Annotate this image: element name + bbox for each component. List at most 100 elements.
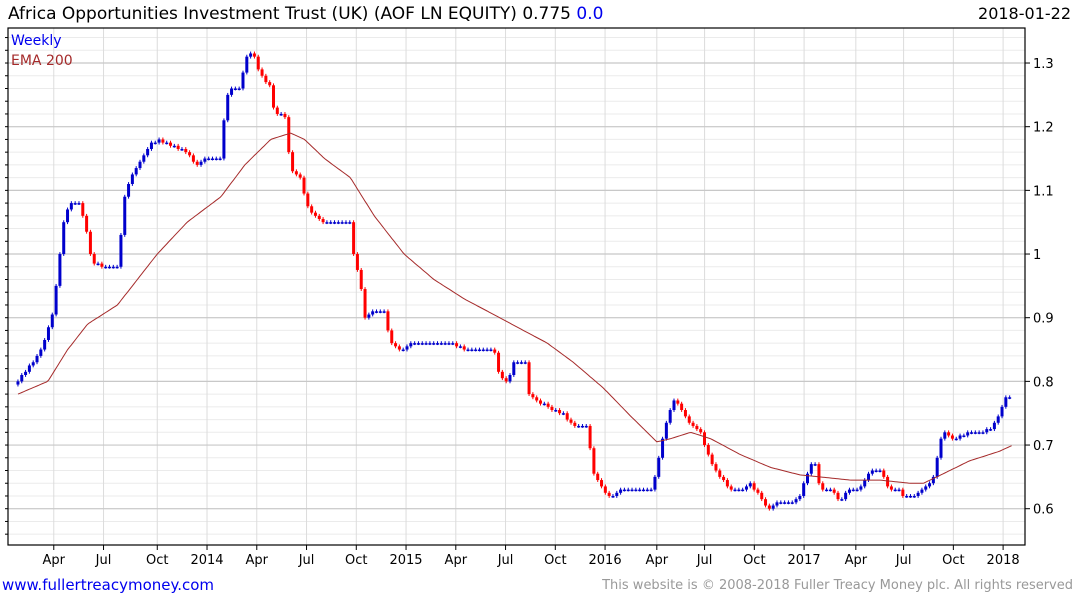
candle-up bbox=[630, 489, 634, 492]
candle-down bbox=[85, 215, 89, 232]
candle-down bbox=[291, 152, 295, 172]
candle-up bbox=[58, 254, 62, 286]
candle-up bbox=[210, 158, 214, 161]
candle-down bbox=[588, 425, 592, 449]
candle-down bbox=[527, 362, 531, 395]
candle-down bbox=[756, 489, 760, 493]
candle-down bbox=[92, 254, 96, 264]
x-tick-label: Apr bbox=[646, 553, 669, 568]
candle-up bbox=[897, 489, 901, 492]
candle-up bbox=[634, 489, 638, 492]
candle-down bbox=[947, 432, 951, 436]
x-tick-label: Jul bbox=[696, 553, 713, 568]
candle-up bbox=[249, 53, 253, 57]
candle-up bbox=[783, 502, 787, 504]
candle-up bbox=[958, 435, 962, 439]
candle-down bbox=[687, 416, 691, 423]
candle-up bbox=[20, 375, 24, 382]
candle-up bbox=[954, 438, 958, 441]
candle-up bbox=[458, 346, 462, 348]
candle-up bbox=[107, 266, 111, 269]
candle-up bbox=[977, 432, 981, 434]
candle-down bbox=[504, 378, 508, 382]
legend-ema-200: EMA 200 bbox=[11, 53, 73, 69]
candle-up bbox=[203, 158, 207, 162]
candle-up bbox=[622, 489, 626, 492]
candle-up bbox=[409, 343, 413, 347]
candle-down bbox=[817, 464, 821, 484]
title-text: Africa Opportunities Investment Trust (U… bbox=[8, 4, 571, 24]
candle-up bbox=[374, 311, 378, 313]
x-tick-label: 2015 bbox=[389, 553, 422, 568]
candle-up bbox=[138, 161, 142, 169]
x-tick-label: Apr bbox=[43, 553, 66, 568]
candle-down bbox=[100, 263, 104, 267]
candle-down bbox=[287, 117, 291, 153]
candle-up bbox=[870, 470, 874, 474]
candle-down bbox=[256, 56, 260, 70]
candle-up bbox=[626, 489, 630, 492]
candle-up bbox=[405, 346, 409, 350]
candle-down bbox=[500, 371, 504, 379]
candle-down bbox=[565, 413, 569, 420]
candle-up bbox=[657, 457, 661, 477]
candle-up bbox=[672, 400, 676, 411]
candle-up bbox=[451, 343, 455, 345]
candle-up bbox=[428, 343, 432, 345]
legend-weekly: Weekly bbox=[11, 33, 62, 49]
candle-up bbox=[226, 94, 230, 121]
candle-up bbox=[149, 142, 153, 149]
candle-up bbox=[367, 314, 371, 318]
candle-down bbox=[722, 476, 726, 481]
candle-up bbox=[432, 343, 436, 345]
candle-up bbox=[1004, 397, 1008, 407]
candle-down bbox=[600, 480, 604, 487]
candle-up bbox=[859, 486, 863, 490]
candle-up bbox=[863, 480, 867, 487]
chart-date: 2018-01-22 bbox=[978, 4, 1071, 23]
x-tick-label: Oct bbox=[146, 553, 168, 568]
candle-up bbox=[615, 492, 619, 496]
candle-up bbox=[153, 142, 157, 145]
candle-up bbox=[508, 375, 512, 382]
candle-down bbox=[306, 193, 310, 207]
candle-up bbox=[111, 266, 115, 269]
candle-up bbox=[96, 263, 100, 266]
candle-up bbox=[43, 339, 47, 350]
candle-up bbox=[638, 489, 642, 492]
candle-up bbox=[50, 314, 54, 328]
candle-up bbox=[222, 120, 226, 159]
candle-up bbox=[847, 489, 851, 493]
candle-up bbox=[199, 161, 203, 165]
candle-down bbox=[550, 406, 554, 411]
candle-down bbox=[699, 429, 703, 433]
candle-up bbox=[981, 432, 985, 434]
candle-down bbox=[252, 53, 256, 57]
candle-up bbox=[1000, 406, 1004, 417]
price-change: 0.0 bbox=[576, 4, 604, 24]
candle-up bbox=[470, 349, 474, 352]
candle-down bbox=[317, 215, 321, 220]
x-tick-label: 2018 bbox=[987, 553, 1020, 568]
candle-down bbox=[889, 486, 893, 490]
x-tick-label: 2016 bbox=[589, 553, 622, 568]
candle-down bbox=[531, 394, 535, 398]
candle-up bbox=[912, 495, 916, 498]
candle-down bbox=[573, 422, 577, 426]
candle-down bbox=[184, 148, 188, 153]
y-tick-label: 0.8 bbox=[1033, 375, 1054, 390]
candle-up bbox=[146, 148, 150, 156]
candle-up bbox=[73, 203, 77, 205]
candle-up bbox=[245, 56, 249, 73]
candle-up bbox=[668, 410, 672, 423]
y-tick-label: 0.9 bbox=[1033, 312, 1054, 327]
candle-up bbox=[130, 174, 134, 184]
candle-up bbox=[447, 343, 451, 345]
candle-up bbox=[325, 222, 329, 224]
candle-up bbox=[333, 222, 337, 224]
candle-up bbox=[611, 495, 615, 498]
website-link[interactable]: www.fullertreacymoney.com bbox=[2, 576, 215, 594]
candle-up bbox=[115, 266, 119, 269]
candle-up bbox=[348, 222, 352, 224]
